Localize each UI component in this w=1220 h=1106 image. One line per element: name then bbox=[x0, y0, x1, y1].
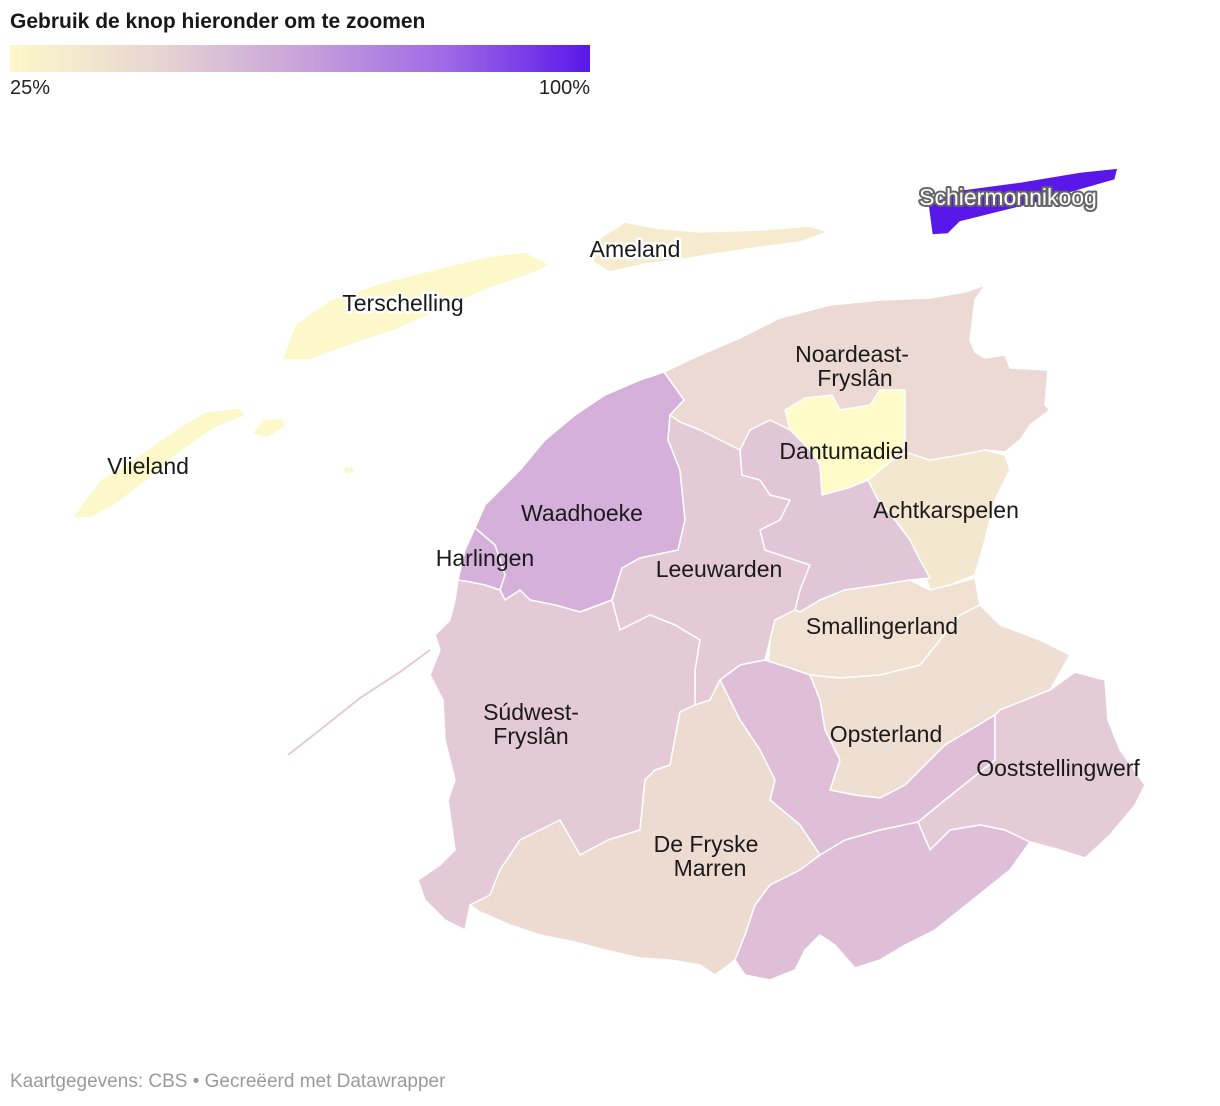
region-de-fryske-marren[interactable] bbox=[469, 679, 821, 976]
legend-min-label: 25% bbox=[10, 77, 51, 99]
label-de-fryske-marren-2: Marren bbox=[674, 855, 747, 881]
legend-max-label: 100% bbox=[538, 77, 590, 99]
label-terschelling: Terschelling bbox=[342, 290, 463, 316]
label-leeuwarden: Leeuwarden bbox=[656, 556, 783, 582]
label-noardeast-fryslan-1: Noardeast- bbox=[795, 341, 909, 367]
label-ameland: Ameland bbox=[590, 236, 681, 262]
region-terschelling[interactable] bbox=[281, 251, 551, 361]
label-waadhoeke: Waadhoeke bbox=[521, 500, 643, 526]
footer-credits: Kaartgegevens: CBS • Gecreëerd met Dataw… bbox=[10, 1071, 446, 1092]
label-ooststellingwerf: Ooststellingwerf bbox=[976, 755, 1140, 781]
label-schiermonnikoog: Schiermonnikoog bbox=[919, 184, 1097, 210]
label-achtkarspelen: Achtkarspelen bbox=[873, 497, 1019, 523]
label-sudwest-fryslan-1: Súdwest- bbox=[483, 699, 579, 725]
region-vlieland-islet bbox=[341, 465, 357, 475]
label-opsterland: Opsterland bbox=[830, 721, 943, 747]
label-smallingerland: Smallingerland bbox=[806, 613, 958, 639]
label-dantumadiel: Dantumadiel bbox=[779, 438, 908, 464]
label-de-fryske-marren-1: De Fryske bbox=[654, 831, 759, 857]
region-vlieland[interactable] bbox=[71, 407, 246, 519]
region-weststellingwerf[interactable] bbox=[734, 821, 1031, 981]
region-ooststellingwerf[interactable] bbox=[917, 671, 1146, 859]
ferry-route-line bbox=[287, 649, 431, 756]
map-title: Gebruik de knop hieronder om te zoomen bbox=[10, 10, 426, 33]
label-sudwest-fryslan-2: Fryslân bbox=[493, 723, 568, 749]
label-harlingen: Harlingen bbox=[436, 545, 534, 571]
label-vlieland: Vlieland bbox=[107, 453, 189, 479]
legend-color-scale bbox=[10, 45, 590, 72]
region-schiermonnikoog[interactable] bbox=[927, 167, 1119, 236]
region-terschelling-islet bbox=[251, 417, 287, 439]
label-noardeast-fryslan-2: Fryslân bbox=[817, 365, 892, 391]
region-ameland[interactable] bbox=[592, 221, 829, 273]
